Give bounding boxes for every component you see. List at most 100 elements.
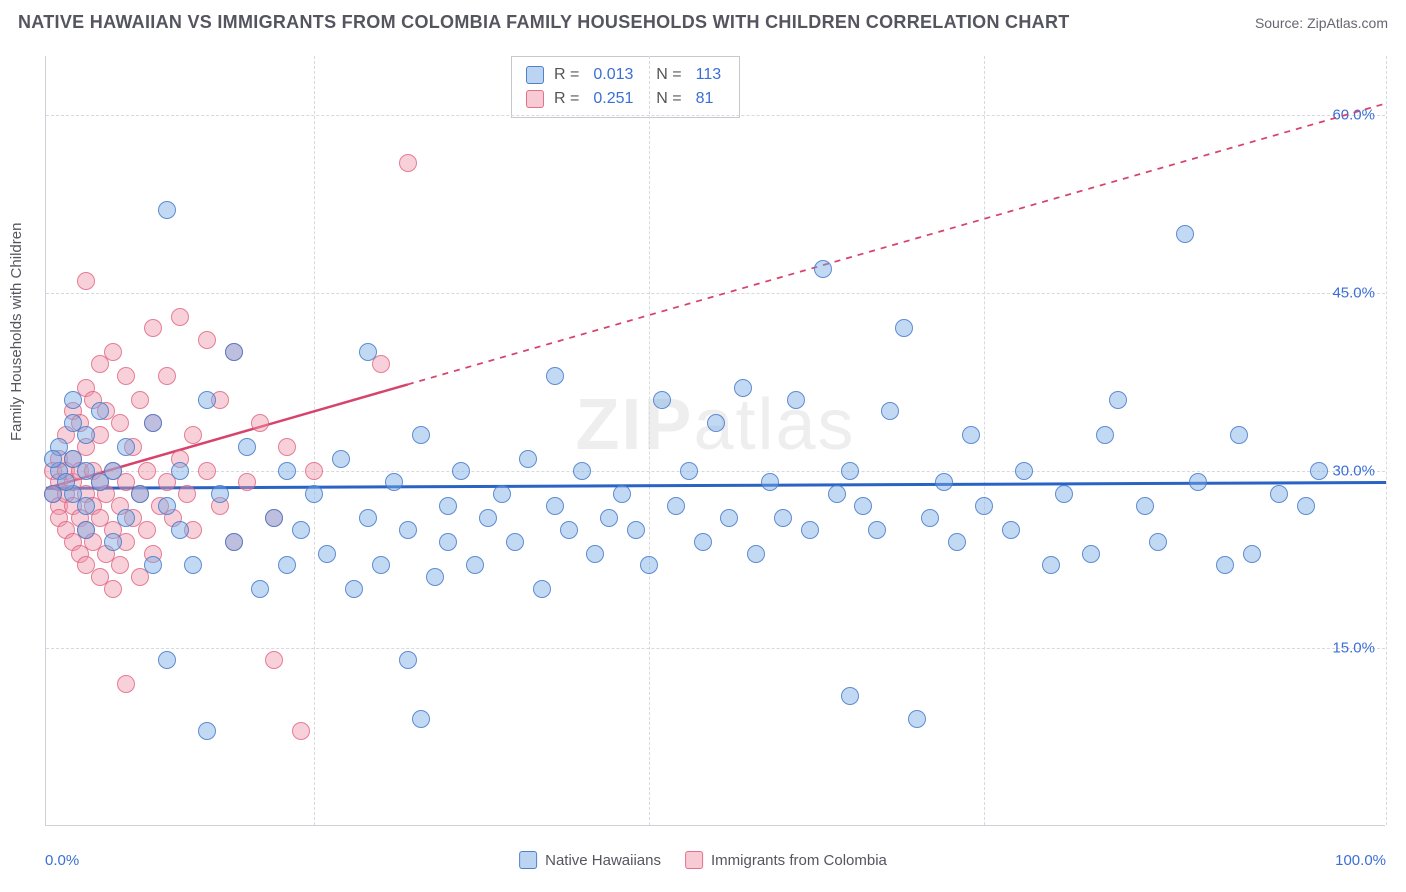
marker-native_hawaiians	[653, 391, 671, 409]
swatch-immigrants_colombia	[526, 90, 544, 108]
marker-native_hawaiians	[466, 556, 484, 574]
marker-native_hawaiians	[399, 521, 417, 539]
marker-native_hawaiians	[1230, 426, 1248, 444]
marker-native_hawaiians	[948, 533, 966, 551]
gridline-v	[649, 56, 650, 825]
y-tick-label: 30.0%	[1332, 462, 1375, 479]
marker-native_hawaiians	[77, 521, 95, 539]
gridline-h	[46, 471, 1385, 472]
marker-immigrants_colombia	[305, 462, 323, 480]
marker-native_hawaiians	[640, 556, 658, 574]
marker-immigrants_colombia	[372, 355, 390, 373]
marker-immigrants_colombia	[111, 414, 129, 432]
marker-immigrants_colombia	[144, 319, 162, 337]
marker-native_hawaiians	[734, 379, 752, 397]
marker-immigrants_colombia	[251, 414, 269, 432]
marker-native_hawaiians	[1176, 225, 1194, 243]
marker-native_hawaiians	[278, 556, 296, 574]
marker-native_hawaiians	[158, 201, 176, 219]
marker-native_hawaiians	[345, 580, 363, 598]
marker-native_hawaiians	[359, 343, 377, 361]
gridline-h	[46, 293, 1385, 294]
marker-native_hawaiians	[694, 533, 712, 551]
marker-immigrants_colombia	[292, 722, 310, 740]
marker-native_hawaiians	[707, 414, 725, 432]
marker-native_hawaiians	[372, 556, 390, 574]
marker-native_hawaiians	[64, 391, 82, 409]
marker-native_hawaiians	[225, 343, 243, 361]
marker-native_hawaiians	[1002, 521, 1020, 539]
marker-native_hawaiians	[412, 710, 430, 728]
marker-native_hawaiians	[720, 509, 738, 527]
marker-native_hawaiians	[104, 533, 122, 551]
marker-native_hawaiians	[761, 473, 779, 491]
marker-native_hawaiians	[225, 533, 243, 551]
marker-native_hawaiians	[854, 497, 872, 515]
marker-immigrants_colombia	[265, 651, 283, 669]
swatch-immigrants_colombia	[685, 851, 703, 869]
marker-native_hawaiians	[452, 462, 470, 480]
marker-native_hawaiians	[1109, 391, 1127, 409]
marker-native_hawaiians	[332, 450, 350, 468]
marker-native_hawaiians	[265, 509, 283, 527]
marker-immigrants_colombia	[111, 556, 129, 574]
marker-native_hawaiians	[77, 497, 95, 515]
gridline-h	[46, 648, 1385, 649]
marker-native_hawaiians	[144, 414, 162, 432]
marker-native_hawaiians	[841, 687, 859, 705]
marker-native_hawaiians	[841, 462, 859, 480]
marker-native_hawaiians	[546, 367, 564, 385]
marker-immigrants_colombia	[178, 485, 196, 503]
marker-native_hawaiians	[1270, 485, 1288, 503]
y-tick-label: 15.0%	[1332, 640, 1375, 657]
marker-immigrants_colombia	[117, 675, 135, 693]
marker-native_hawaiians	[117, 509, 135, 527]
marker-native_hawaiians	[908, 710, 926, 728]
gridline-v	[1386, 56, 1387, 825]
swatch-native_hawaiians	[526, 66, 544, 84]
marker-native_hawaiians	[814, 260, 832, 278]
marker-native_hawaiians	[573, 462, 591, 480]
marker-native_hawaiians	[292, 521, 310, 539]
marker-immigrants_colombia	[198, 462, 216, 480]
marker-native_hawaiians	[479, 509, 497, 527]
marker-immigrants_colombia	[238, 473, 256, 491]
marker-native_hawaiians	[439, 497, 457, 515]
marker-native_hawaiians	[828, 485, 846, 503]
marker-native_hawaiians	[318, 545, 336, 563]
marker-native_hawaiians	[667, 497, 685, 515]
legend-item-immigrants_colombia: Immigrants from Colombia	[685, 851, 887, 869]
marker-native_hawaiians	[439, 533, 457, 551]
marker-native_hawaiians	[1189, 473, 1207, 491]
marker-immigrants_colombia	[131, 391, 149, 409]
y-tick-label: 45.0%	[1332, 284, 1375, 301]
marker-native_hawaiians	[1310, 462, 1328, 480]
marker-native_hawaiians	[962, 426, 980, 444]
marker-native_hawaiians	[385, 473, 403, 491]
marker-immigrants_colombia	[184, 426, 202, 444]
marker-immigrants_colombia	[138, 521, 156, 539]
marker-native_hawaiians	[868, 521, 886, 539]
plot-area: ZIPatlas R =0.013 N =113R =0.251 N =81 1…	[45, 56, 1385, 826]
marker-native_hawaiians	[1015, 462, 1033, 480]
marker-native_hawaiians	[399, 651, 417, 669]
marker-native_hawaiians	[57, 473, 75, 491]
marker-native_hawaiians	[680, 462, 698, 480]
marker-native_hawaiians	[77, 426, 95, 444]
x-tick-max: 100.0%	[1335, 852, 1386, 869]
marker-native_hawaiians	[881, 402, 899, 420]
marker-native_hawaiians	[1055, 485, 1073, 503]
marker-native_hawaiians	[560, 521, 578, 539]
marker-native_hawaiians	[198, 391, 216, 409]
marker-native_hawaiians	[211, 485, 229, 503]
marker-native_hawaiians	[600, 509, 618, 527]
marker-native_hawaiians	[251, 580, 269, 598]
marker-native_hawaiians	[935, 473, 953, 491]
stats-legend: R =0.013 N =113R =0.251 N =81	[511, 56, 740, 118]
marker-native_hawaiians	[184, 556, 202, 574]
marker-native_hawaiians	[747, 545, 765, 563]
series-legend: Native HawaiiansImmigrants from Colombia	[519, 851, 887, 869]
marker-native_hawaiians	[975, 497, 993, 515]
marker-native_hawaiians	[801, 521, 819, 539]
marker-immigrants_colombia	[171, 308, 189, 326]
